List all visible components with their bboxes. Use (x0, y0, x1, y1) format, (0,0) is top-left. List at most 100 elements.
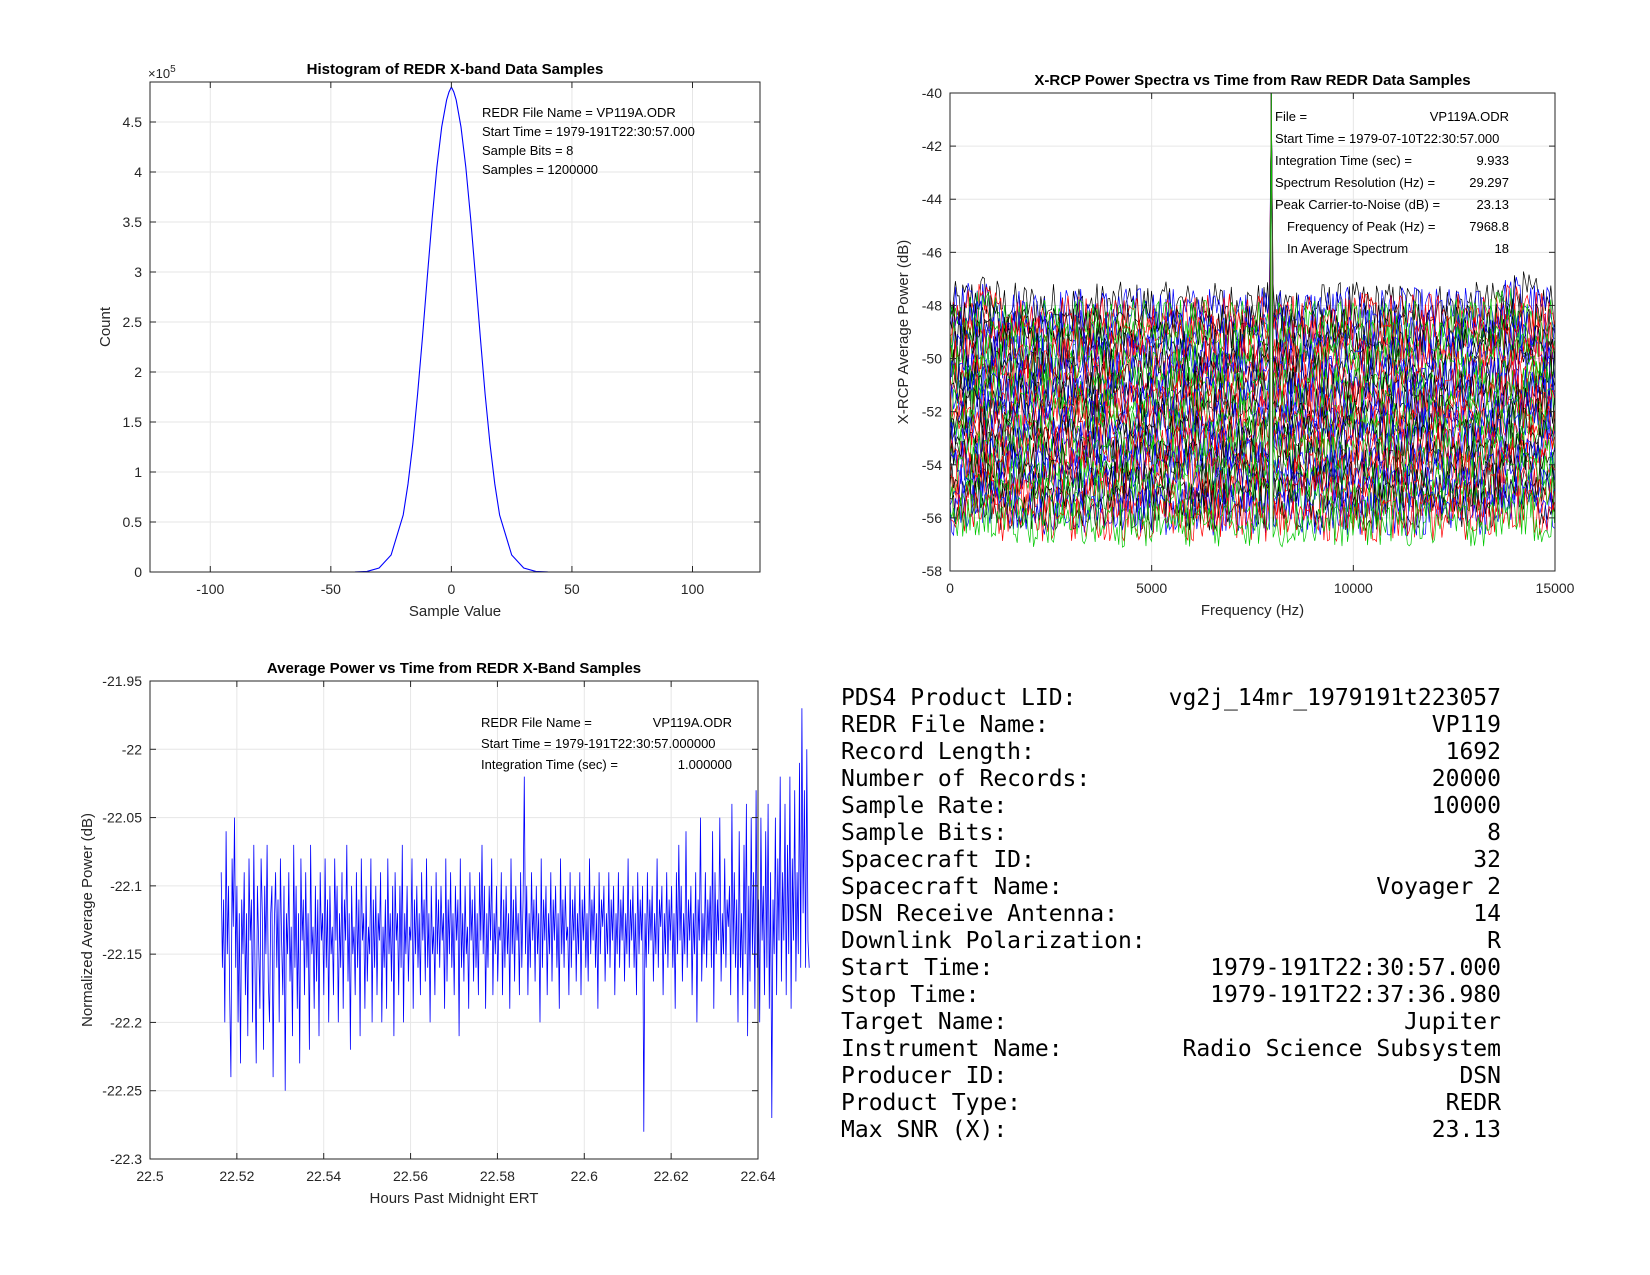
x-axis-label: Hours Past Midnight ERT (370, 1190, 539, 1207)
y-tick-label: -42 (922, 138, 942, 154)
annotation-line: Samples = 1200000 (482, 162, 598, 177)
x-tick-label: 15000 (1536, 580, 1575, 596)
y-tick-label: -54 (922, 457, 942, 473)
chart-title: Histogram of REDR X-band Data Samples (307, 61, 604, 78)
plot-area (150, 82, 760, 572)
x-tick-label: 22.52 (219, 1168, 254, 1184)
chart-spectra: 0 5000 10000 15000 -58 -56 -54 -52 -50 -48 -46 -44 -… (895, 72, 1575, 619)
info-row: Spacecraft ID: 32 (841, 847, 1501, 874)
annotation-label: Start Time = 1979-191T22:30:57.000000 (481, 736, 716, 751)
spectrum-trace (949, 92, 1555, 486)
info-row: REDR File Name: VP119 (841, 712, 1501, 739)
spectrum-trace (949, 98, 1555, 347)
info-key: Target Name: (841, 1009, 1008, 1035)
info-value: R (1487, 928, 1501, 954)
x-tick-label: 100 (681, 581, 705, 597)
y-tick-label: -56 (922, 510, 942, 526)
x-tick-label: 50 (564, 581, 580, 597)
info-value: 8 (1487, 820, 1501, 846)
info-key: Producer ID: (841, 1063, 1008, 1089)
y-tick-label: 2 (134, 364, 142, 380)
info-key: Spacecraft Name: (841, 874, 1063, 900)
x-tick-label: 22.62 (654, 1168, 689, 1184)
y-tick-label: -22.2 (110, 1014, 142, 1030)
annotation-value: VP119A.ODR (1430, 109, 1509, 124)
info-value: Jupiter (1404, 1009, 1501, 1035)
annotation-label: REDR File Name = (481, 715, 592, 730)
spectrum-trace (949, 92, 1555, 408)
x-tick-label: -50 (321, 581, 341, 597)
annotation-label: Start Time = 1979-07-10T22:30:57.000 (1275, 131, 1499, 146)
y-tick-label: -44 (922, 191, 942, 207)
info-key: REDR File Name: (841, 712, 1049, 738)
annotation-line: Sample Bits = 8 (482, 143, 573, 158)
y-tick-label: 1.5 (123, 414, 143, 430)
info-key: Downlink Polarization: (841, 928, 1146, 954)
spectrum-trace (949, 92, 1555, 509)
axes-frame (149, 81, 761, 573)
info-row: Product Type: REDR (841, 1090, 1501, 1117)
y-tick-label: -46 (922, 244, 942, 260)
annotation-label: Spectrum Resolution (Hz) = (1275, 175, 1435, 190)
spectrum-trace (949, 92, 1555, 532)
info-key: Max SNR (X): (841, 1117, 1008, 1143)
chart-title: X-RCP Power Spectra vs Time from Raw RED… (1034, 72, 1470, 89)
info-value: Voyager 2 (1376, 874, 1501, 900)
axes-frame (149, 680, 759, 1160)
y-tick-label: -48 (922, 297, 942, 313)
info-key: Sample Rate: (841, 793, 1008, 819)
info-row: Number of Records: 20000 (841, 766, 1501, 793)
y-tick-label: -22.3 (110, 1151, 142, 1167)
y-tick-label: -58 (922, 563, 942, 579)
info-key: PDS4 Product LID: (841, 685, 1077, 711)
annotation-label: Frequency of Peak (Hz) = (1287, 219, 1435, 234)
x-tick-label: 22.58 (480, 1168, 515, 1184)
info-row: Instrument Name: Radio Science Subsystem (841, 1036, 1501, 1063)
annotation-value: 9.933 (1476, 153, 1509, 168)
info-value: 1692 (1445, 739, 1501, 765)
info-row: Target Name: Jupiter (841, 1009, 1501, 1036)
annotation-label: In Average Spectrum (1287, 241, 1408, 256)
info-value: 23.13 (1431, 1117, 1501, 1143)
annotation-line: Start Time = 1979-191T22:30:57.000 (482, 124, 695, 139)
x-tick-label: 10000 (1334, 580, 1373, 596)
info-row: Sample Bits: 8 (841, 820, 1501, 847)
average-power-line (220, 708, 810, 1132)
annotation-value: 18 (1495, 241, 1509, 256)
annotation-label: File = (1275, 109, 1307, 124)
info-key: DSN Receive Antenna: (841, 901, 1118, 927)
x-tick-label: 0 (447, 581, 455, 597)
x-tick-label: 22.54 (306, 1168, 341, 1184)
annotation-value: 7968.8 (1469, 219, 1509, 234)
y-tick-label: 0 (134, 564, 142, 580)
y-axis-label: X-RCP Average Power (dB) (895, 240, 912, 425)
y-tick-label: -21.95 (102, 673, 142, 689)
y-tick-label: 3 (134, 264, 142, 280)
y-tick-label: -22.15 (102, 946, 142, 962)
info-value: 20000 (1431, 766, 1501, 792)
annotation-value: VP119A.ODR (653, 715, 732, 730)
annotation-value: 1.000000 (678, 757, 732, 772)
y-tick-label: 3.5 (123, 214, 143, 230)
info-value: 32 (1473, 847, 1501, 873)
y-tick-label: -22 (122, 741, 142, 757)
y-tick-label: -22.1 (110, 878, 142, 894)
y-axis-label: Normalized Average Power (dB) (79, 813, 96, 1027)
x-tick-label: 22.64 (740, 1168, 775, 1184)
y-tick-label: 2.5 (123, 314, 143, 330)
info-value: DSN (1459, 1063, 1501, 1089)
info-row: PDS4 Product LID: vg2j_14mr_1979191t22305… (841, 685, 1501, 712)
x-tick-label: 22.6 (571, 1168, 598, 1184)
x-axis-label: Sample Value (409, 603, 501, 620)
info-row: Sample Rate: 10000 (841, 793, 1501, 820)
info-row: Max SNR (X): 23.13 (841, 1117, 1501, 1144)
axes-frame (949, 92, 1556, 572)
y-axis-label: Count (97, 306, 114, 347)
spectra-traces (949, 92, 1555, 548)
spectrum-trace (949, 102, 1555, 330)
y-tick-label: 4.5 (123, 114, 143, 130)
info-value: 1979-191T22:37:36.980 (1210, 982, 1501, 1008)
info-key: Product Type: (841, 1090, 1022, 1116)
y-exponent-label: ×105 (148, 64, 176, 81)
chart-title: Average Power vs Time from REDR X-Band S… (267, 660, 641, 677)
